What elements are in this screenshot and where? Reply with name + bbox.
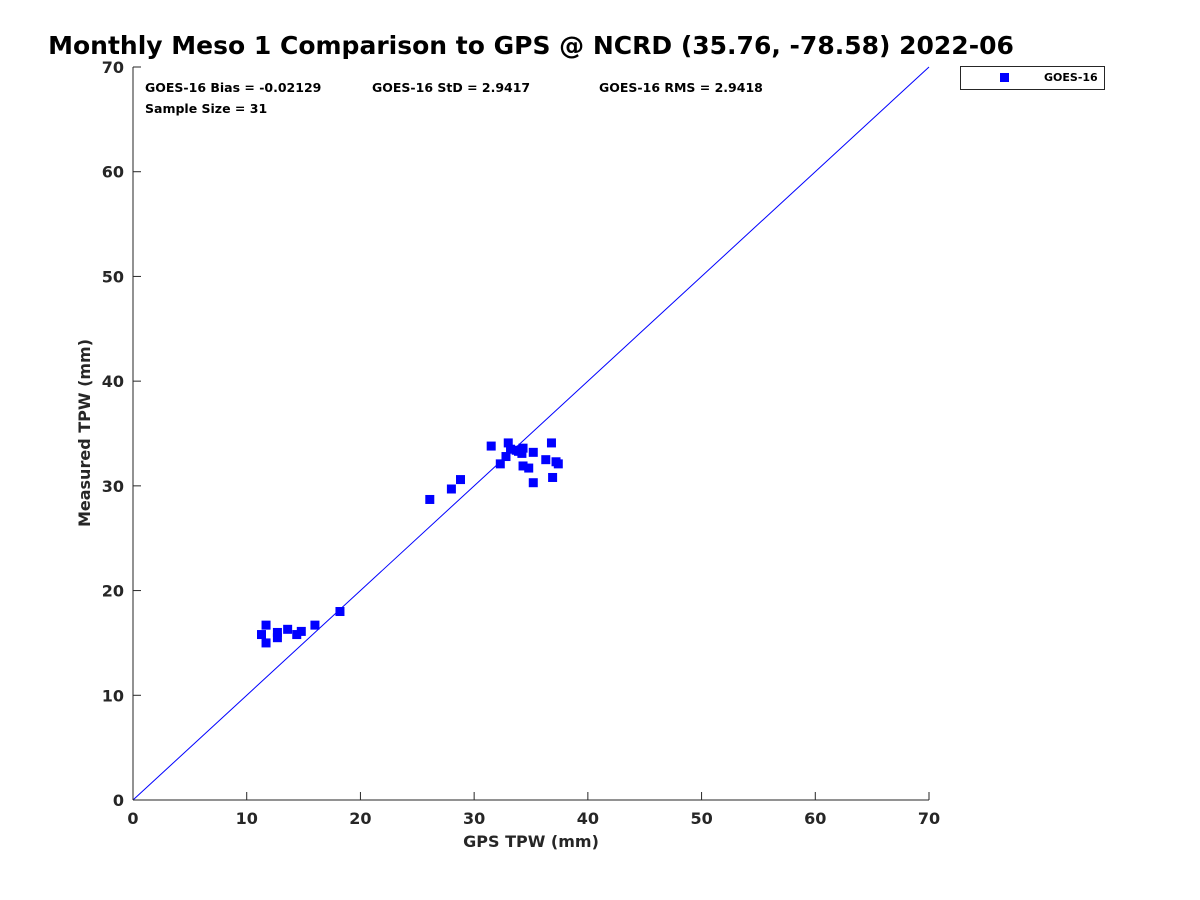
data-point xyxy=(335,607,345,617)
data-point xyxy=(501,452,511,462)
y-tick-label: 30 xyxy=(102,477,124,496)
data-point xyxy=(425,494,435,504)
data-point xyxy=(546,438,556,448)
y-tick-label: 20 xyxy=(102,582,124,601)
y-tick-label: 70 xyxy=(102,58,124,77)
data-point xyxy=(524,463,534,473)
data-point xyxy=(528,478,538,488)
plot-axes xyxy=(132,67,929,801)
data-point xyxy=(283,624,293,634)
x-tick-label: 0 xyxy=(127,809,138,828)
x-tick-label: 50 xyxy=(690,809,712,828)
x-tick-label: 20 xyxy=(349,809,371,828)
data-point xyxy=(548,472,558,482)
data-point xyxy=(261,638,271,648)
x-tick-label: 60 xyxy=(804,809,826,828)
x-tick-label: 40 xyxy=(577,809,599,828)
data-point xyxy=(503,438,513,448)
stat-std: GOES-16 StD = 2.9417 xyxy=(372,80,530,95)
y-axis-label: Measured TPW (mm) xyxy=(75,339,94,527)
stat-sample-size: Sample Size = 31 xyxy=(145,101,267,116)
data-point xyxy=(256,630,266,640)
x-tick-label: 10 xyxy=(236,809,258,828)
y-tick-label: 0 xyxy=(113,791,124,810)
reference-line-layer xyxy=(132,66,930,801)
data-point xyxy=(506,444,516,454)
data-points-layer xyxy=(256,438,563,648)
y-tick-label: 60 xyxy=(102,163,124,182)
y-tick-label: 50 xyxy=(102,267,124,286)
y-tick-label: 40 xyxy=(102,372,124,391)
data-point xyxy=(513,446,523,456)
data-point xyxy=(541,455,551,465)
legend-marker xyxy=(1000,73,1009,82)
stat-bias: GOES-16 Bias = -0.02129 xyxy=(145,80,321,95)
data-point xyxy=(292,630,302,640)
legend-box xyxy=(960,66,1105,90)
data-point xyxy=(446,484,456,494)
data-point xyxy=(518,443,528,453)
legend: GOES-16 xyxy=(960,66,1105,90)
data-point xyxy=(495,459,505,469)
ticks-layer: 0 10 20 30 40 50 60 70 0 10 20 30 40 50 60 70 xyxy=(102,58,940,828)
data-point xyxy=(261,620,271,630)
data-point xyxy=(455,475,465,485)
one-to-one-reference-line xyxy=(132,66,930,801)
chart-title: Monthly Meso 1 Comparison to GPS @ NCRD … xyxy=(48,31,1014,60)
x-tick-label: 70 xyxy=(918,809,940,828)
stat-rms: GOES-16 RMS = 2.9418 xyxy=(599,80,763,95)
data-point xyxy=(486,441,496,451)
y-tick-label: 10 xyxy=(102,686,124,705)
legend-label: GOES-16 xyxy=(1044,71,1098,84)
data-point xyxy=(296,626,306,636)
data-point xyxy=(310,620,320,630)
data-point xyxy=(518,461,528,471)
data-point xyxy=(272,627,282,637)
data-point xyxy=(553,459,563,469)
x-tick-label: 30 xyxy=(463,809,485,828)
data-point xyxy=(528,447,538,457)
data-point xyxy=(272,633,282,643)
x-axis-label: GPS TPW (mm) xyxy=(463,832,599,851)
